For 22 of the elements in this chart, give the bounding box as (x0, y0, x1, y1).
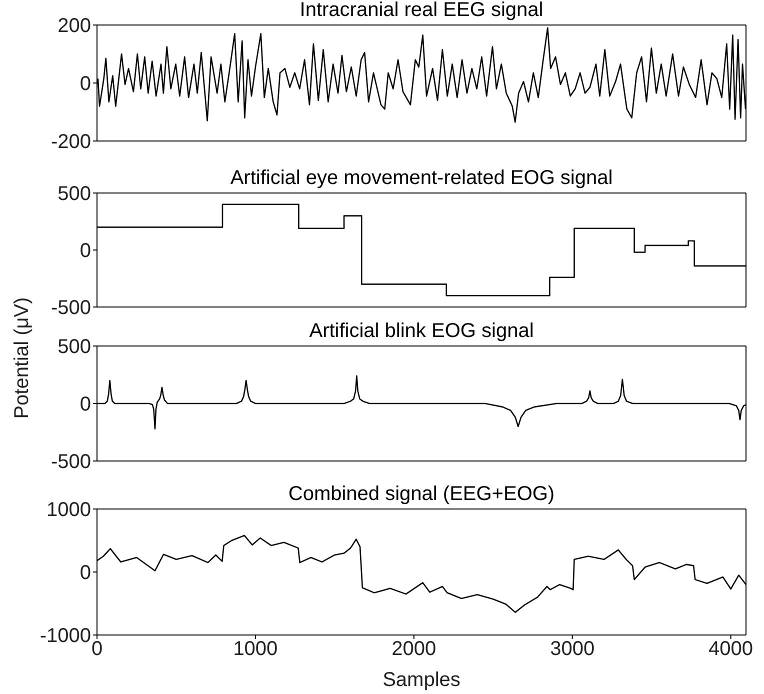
chart-title: Artificial blink EOG signal (308, 319, 535, 343)
chart-title: Artificial eye movement-related EOG signal (229, 166, 614, 190)
x-tick-label: 4000 (708, 638, 754, 660)
y-tick-label: -1000 (40, 625, 91, 648)
y-tick-label: 0 (80, 394, 91, 416)
y-tick-label: -500 (50, 451, 91, 474)
y-axis-title: Potential (μV) (10, 296, 34, 421)
x-tick-label: 1000 (233, 638, 278, 660)
y-tick-label: 200 (58, 15, 91, 38)
x-axis-title: Samples (382, 669, 460, 691)
chart-title: Intracranial real EEG signal (298, 0, 544, 22)
y-tick-label: 500 (58, 183, 91, 206)
chart-title: Combined signal (EEG+EOG) (287, 482, 556, 506)
y-tick-label: 0 (80, 73, 91, 96)
y-tick-label: 500 (58, 336, 91, 358)
y-tick-label: 1000 (46, 499, 91, 522)
x-tick-label: 3000 (550, 638, 595, 660)
x-tick-label: 2000 (392, 638, 436, 660)
y-tick-label: 0 (80, 562, 91, 584)
y-tick-label: -200 (50, 131, 91, 154)
y-tick-label: -500 (50, 297, 91, 320)
y-tick-label: 0 (80, 240, 91, 262)
